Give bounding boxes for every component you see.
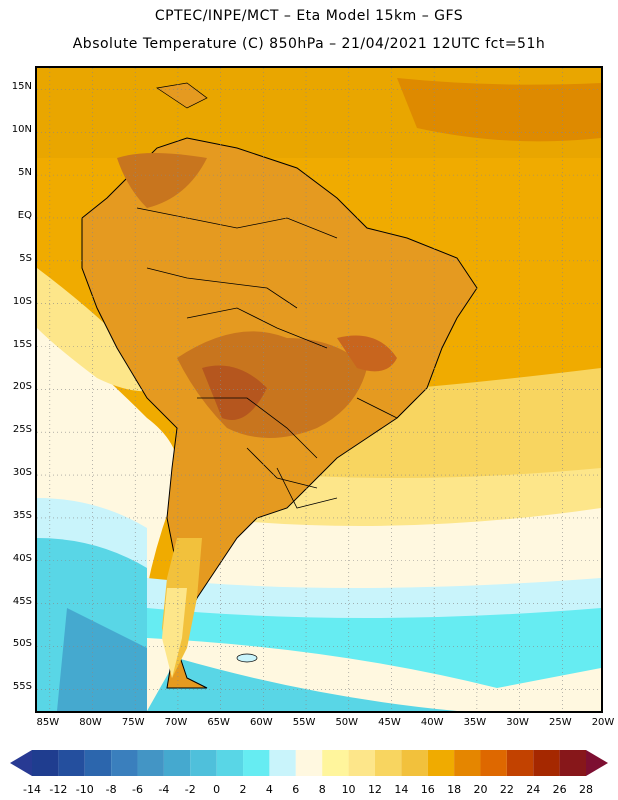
colorbar-tick-label: 2 <box>240 783 247 796</box>
colorbar-cell <box>322 750 349 776</box>
colorbar-tick-label: 10 <box>342 783 356 796</box>
lon-label: 55W <box>292 717 316 728</box>
lon-label: 75W <box>121 717 145 728</box>
lat-label: EQ <box>17 209 32 221</box>
colorbar-tick-label: -8 <box>106 783 117 796</box>
south-cyan-strip <box>147 658 457 711</box>
colorbar-cell <box>243 750 270 776</box>
northern-warm-region <box>117 153 207 208</box>
graticule-lines <box>37 68 601 711</box>
colorbar-right-arrow <box>586 750 608 776</box>
lat-label: 5S <box>19 252 32 264</box>
colorbar-tick-label: 0 <box>213 783 220 796</box>
colorbar-tick-label: 20 <box>473 783 487 796</box>
colorbar-tick-label: 26 <box>553 783 567 796</box>
colorbar-tick-label: 16 <box>421 783 435 796</box>
lat-label: 15N <box>11 81 32 93</box>
colorbar-cell <box>137 750 164 776</box>
colorbar-tick-label: 8 <box>319 783 326 796</box>
lat-label: 10S <box>12 295 32 307</box>
lat-label: 45S <box>12 595 32 607</box>
colorbar-cell <box>295 750 323 776</box>
colorbar-cell <box>454 750 481 776</box>
colorbar-cell <box>216 750 244 776</box>
colorbar-tick-label: 22 <box>500 783 514 796</box>
temperature-colorbar: -14 -12 -10 -8 -6 -4 -2 0 2 4 6 8 10 12 14 16 18 20 22 24 26… <box>10 750 608 796</box>
colorbar-tick-label: 12 <box>368 783 382 796</box>
colorbar-cell <box>190 750 217 776</box>
temperature-map <box>35 66 603 713</box>
colorbar-cell <box>163 750 191 776</box>
lat-label: 35S <box>12 509 32 521</box>
lon-label: 25W <box>548 717 572 728</box>
colorbar-cell <box>111 750 138 776</box>
colorbar-cell <box>533 750 560 776</box>
map-title-line2: Absolute Temperature (C) 850hPa – 21/04/… <box>72 36 546 52</box>
colorbar-cell <box>348 750 375 776</box>
lon-label: 65W <box>207 717 230 728</box>
lon-label: 40W <box>420 717 444 728</box>
interior-hot-spot <box>202 365 267 420</box>
falkland-islands <box>236 653 258 663</box>
colorbar-tick-label: 4 <box>266 783 273 796</box>
colorbar-cell <box>506 750 534 776</box>
colorbar-cell <box>401 750 428 776</box>
colorbar-cell <box>84 750 112 776</box>
colorbar-tick-label: -12 <box>49 783 67 796</box>
map-canvas <box>37 68 601 711</box>
colorbar-tick-label: 6 <box>292 783 299 796</box>
lat-label: 10N <box>11 124 32 136</box>
south-pacific-blue <box>57 608 147 711</box>
lon-label: 80W <box>79 717 102 728</box>
lon-label: 35W <box>463 717 487 728</box>
lon-label: 60W <box>250 717 273 728</box>
lon-label: 30W <box>506 717 529 728</box>
lat-label: 25S <box>12 424 32 436</box>
colorbar-tick-label: 14 <box>394 783 408 796</box>
colorbar-tick-label: 24 <box>526 783 540 796</box>
country-borders <box>136 207 418 509</box>
colorbar-tick-label: -6 <box>132 783 143 796</box>
lat-label: 50S <box>12 638 32 650</box>
colorbar-cell <box>269 750 296 776</box>
colorbar-cell <box>427 750 455 776</box>
colorbar-tick-label: 28 <box>579 783 593 796</box>
lon-label: 85W <box>36 717 60 728</box>
colorbar-cell <box>559 750 586 776</box>
lon-label: 20W <box>591 717 615 728</box>
lat-label: 15S <box>12 338 32 350</box>
colorbar-cell <box>58 750 85 776</box>
colorbar-tick-label: -4 <box>158 783 169 796</box>
lon-label: 70W <box>164 717 188 728</box>
colorbar-tick-label: -10 <box>76 783 94 796</box>
lat-label: 20S <box>12 381 32 393</box>
eastern-warm-spot <box>337 335 397 372</box>
colorbar-tick-label: 18 <box>447 783 461 796</box>
colorbar-labels: -14 -12 -10 -8 -6 -4 -2 0 2 4 6 8 10 12 14 16 18 20 22 24 26… <box>23 783 593 796</box>
lon-label: 45W <box>378 717 401 728</box>
colorbar-cell <box>374 750 402 776</box>
colorbar-cell <box>32 750 59 776</box>
colorbar-cells <box>32 750 586 776</box>
north-atlantic-warm <box>397 78 601 142</box>
lat-label: 30S <box>12 467 32 479</box>
map-title-line1: CPTEC/INPE/MCT – Eta Model 15km – GFS <box>154 8 464 24</box>
colorbar-left-arrow <box>10 750 32 776</box>
colorbar-tick-label: -14 <box>23 783 41 796</box>
lat-label: 55S <box>12 681 32 693</box>
lat-label: 5N <box>18 167 32 179</box>
southern-patagonia <box>162 588 187 678</box>
lat-label: 40S <box>12 552 32 564</box>
colorbar-cell <box>480 750 507 776</box>
colorbar-tick-label: -2 <box>185 783 196 796</box>
lon-label: 50W <box>335 717 359 728</box>
